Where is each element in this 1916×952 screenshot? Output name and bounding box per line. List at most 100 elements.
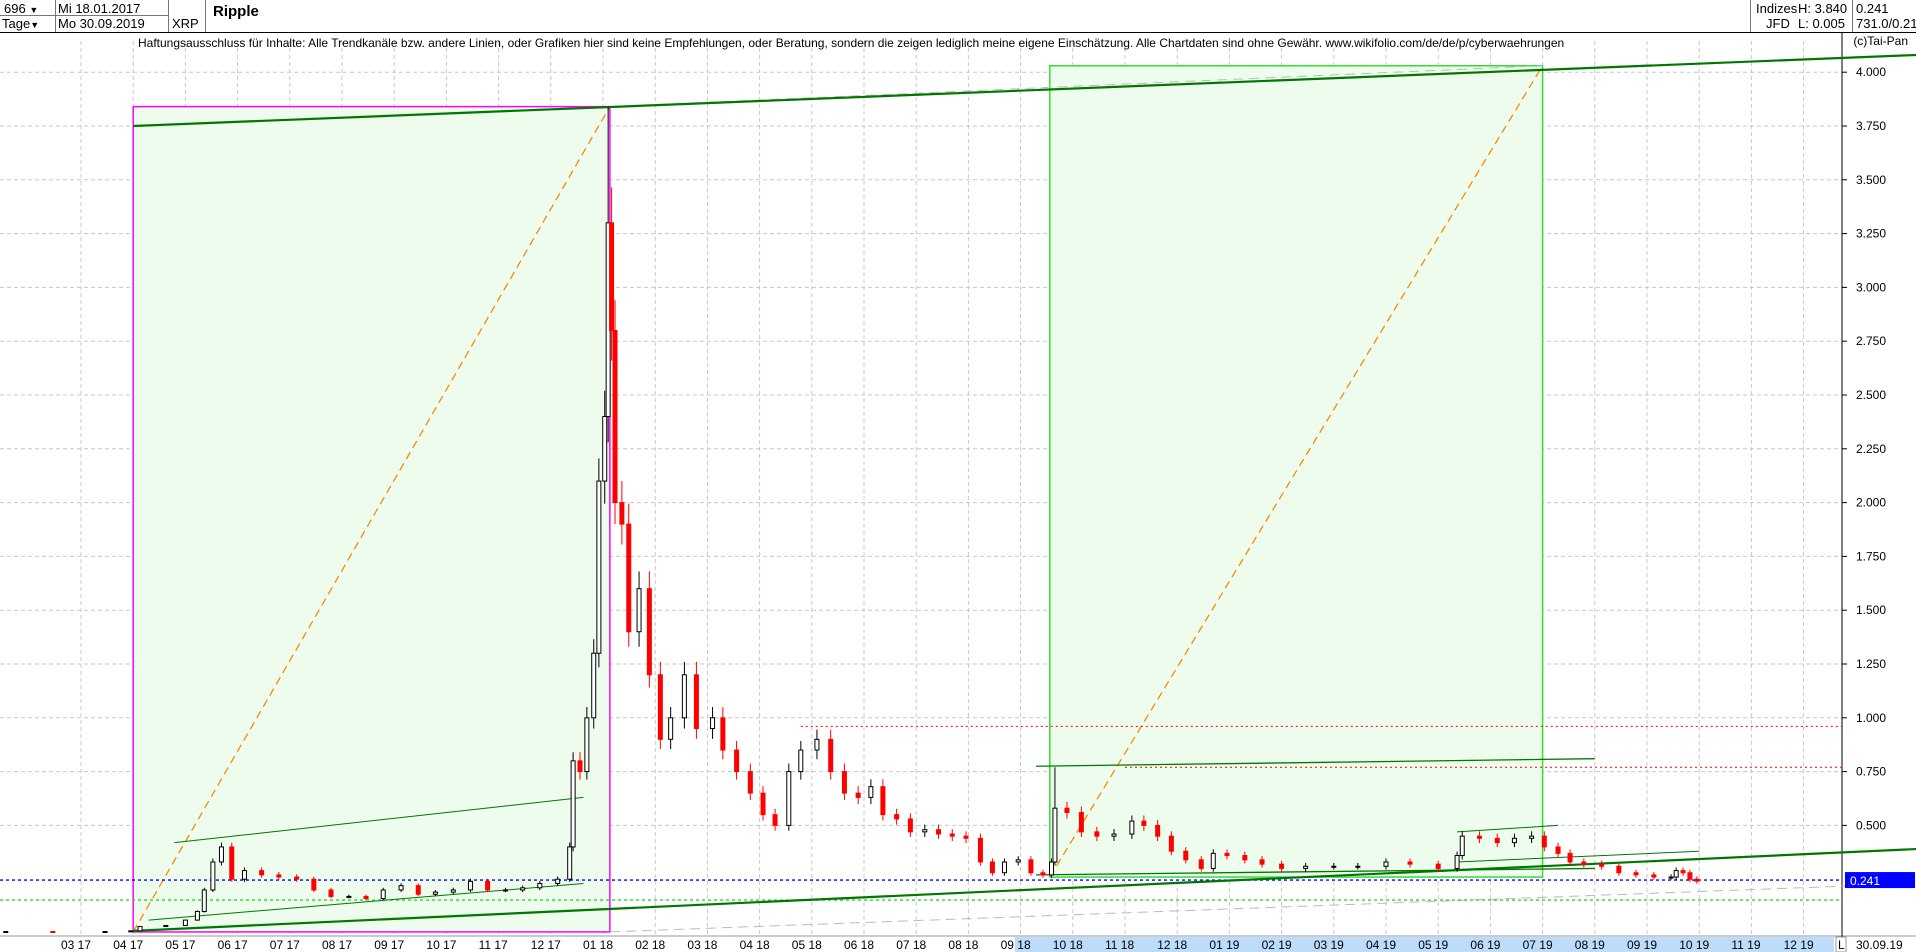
candle-body (1129, 820, 1135, 835)
channel-line (1036, 867, 1595, 876)
axis-mode-box (1835, 936, 1847, 952)
high-value: H: 3.840 (1798, 1, 1848, 16)
y-tick-label: 0.750 (1856, 765, 1886, 779)
candle-body (681, 674, 687, 719)
candle-body (989, 861, 995, 874)
x-tick-label: 10 17 (426, 938, 456, 952)
bars-count: 696 (4, 1, 26, 16)
x-tick-label: 04 17 (113, 938, 143, 952)
low-value: L: 0.005 (1798, 16, 1845, 31)
candle-body (772, 814, 778, 826)
x-tick-label: 10 18 (1053, 938, 1083, 952)
candle-body (128, 930, 134, 933)
x-tick-label: 03 19 (1314, 938, 1344, 952)
x-tick-label: 05 19 (1418, 938, 1448, 952)
candle-body (1459, 835, 1465, 857)
candle-body (1001, 861, 1007, 874)
candle-body (520, 887, 526, 891)
candle-body (1210, 852, 1216, 869)
candle-body (102, 930, 108, 933)
x-tick-label: 07 17 (270, 938, 300, 952)
copyright: (c)Tai-Pan (1853, 34, 1908, 48)
channel-line (1457, 824, 1559, 833)
candle-body (1040, 872, 1046, 876)
x-tick-label: 04 19 (1366, 938, 1396, 952)
candle-body (894, 814, 900, 820)
candle-body (380, 889, 386, 900)
candle-body (591, 652, 597, 719)
candle-body (1668, 876, 1674, 879)
candle-body (1599, 863, 1605, 867)
x-tick-label: 12 19 (1784, 938, 1814, 952)
y-tick-label: 1.750 (1856, 549, 1886, 563)
candle-body (570, 760, 576, 848)
chevron-down-icon: ▼ (29, 5, 39, 15)
candle-body (1242, 855, 1248, 861)
candle-body (584, 717, 590, 773)
x-axis-highlight (1015, 937, 1834, 952)
y-tick-label: 2.000 (1856, 496, 1886, 510)
x-tick-label: 06 18 (844, 938, 874, 952)
candle-body (602, 416, 608, 482)
candle-body (398, 885, 404, 891)
candle-body (1511, 837, 1517, 844)
y-tick-label: 1.250 (1856, 657, 1886, 671)
candle-body (1355, 865, 1361, 868)
candle-body (328, 889, 334, 897)
candle-body (241, 870, 247, 880)
candle-body (596, 480, 602, 654)
candle-body (636, 588, 642, 633)
channel-line (148, 883, 584, 921)
candle-body (1183, 850, 1189, 861)
candle-body (710, 717, 716, 730)
x-tick-label: 09 17 (374, 938, 404, 952)
start-date[interactable]: Mi 18.01.2017 (58, 1, 141, 16)
trend-line-lower (133, 847, 1916, 932)
candle-body (657, 674, 663, 740)
candle-body (646, 588, 652, 676)
x-tick-label: 10 19 (1679, 938, 1709, 952)
x-tick-label: 04 18 (740, 938, 770, 952)
candle-body (936, 829, 942, 835)
interval: Tage (2, 16, 31, 31)
candle-body (346, 895, 352, 898)
x-tick-label: 03 18 (687, 938, 717, 952)
interval-dropdown[interactable]: Tage▼ (2, 16, 39, 33)
y-tick-label: 0.500 (1856, 818, 1886, 832)
channel-line (1036, 758, 1595, 767)
candle-body (1259, 859, 1265, 865)
x-tick-label: 09 19 (1627, 938, 1657, 952)
last-price-label: 0.241 (1850, 874, 1880, 888)
candle-body (1680, 870, 1686, 874)
candle-body (855, 792, 861, 798)
y-tick-label: 2.500 (1856, 388, 1886, 402)
candle-body (1094, 831, 1100, 837)
candle-body (1303, 865, 1309, 869)
candle-body (1028, 859, 1034, 874)
candle-body (1407, 861, 1413, 865)
trend-line-upper (133, 53, 1916, 128)
candle-body (798, 749, 804, 773)
bars-count-dropdown[interactable]: 696 ▼ (4, 1, 38, 18)
candle-body (1015, 859, 1021, 863)
candle-body (229, 846, 235, 880)
candle-body (1064, 807, 1070, 813)
candle-body (577, 760, 583, 773)
candle-body (276, 874, 282, 878)
candle-body (1049, 861, 1055, 876)
candle-body (1673, 870, 1679, 878)
candle-body (1383, 861, 1389, 867)
candle-body (1633, 872, 1639, 876)
x-tick-label: 09 18 (1001, 938, 1031, 952)
x-tick-label: 01 18 (583, 938, 613, 952)
chart-header: 696 ▼ Tage▼ Mi 18.01.2017 Mo 30.09.2019 … (0, 0, 1916, 33)
candle-body (1529, 835, 1535, 839)
end-date[interactable]: Mo 30.09.2019 (58, 16, 145, 31)
candle-body (467, 880, 473, 891)
candle-body (1651, 874, 1657, 878)
candle-body (747, 771, 753, 794)
y-tick-label: 1.500 (1856, 603, 1886, 617)
candle-body (1224, 852, 1230, 857)
x-tick-label: 01 19 (1209, 938, 1239, 952)
